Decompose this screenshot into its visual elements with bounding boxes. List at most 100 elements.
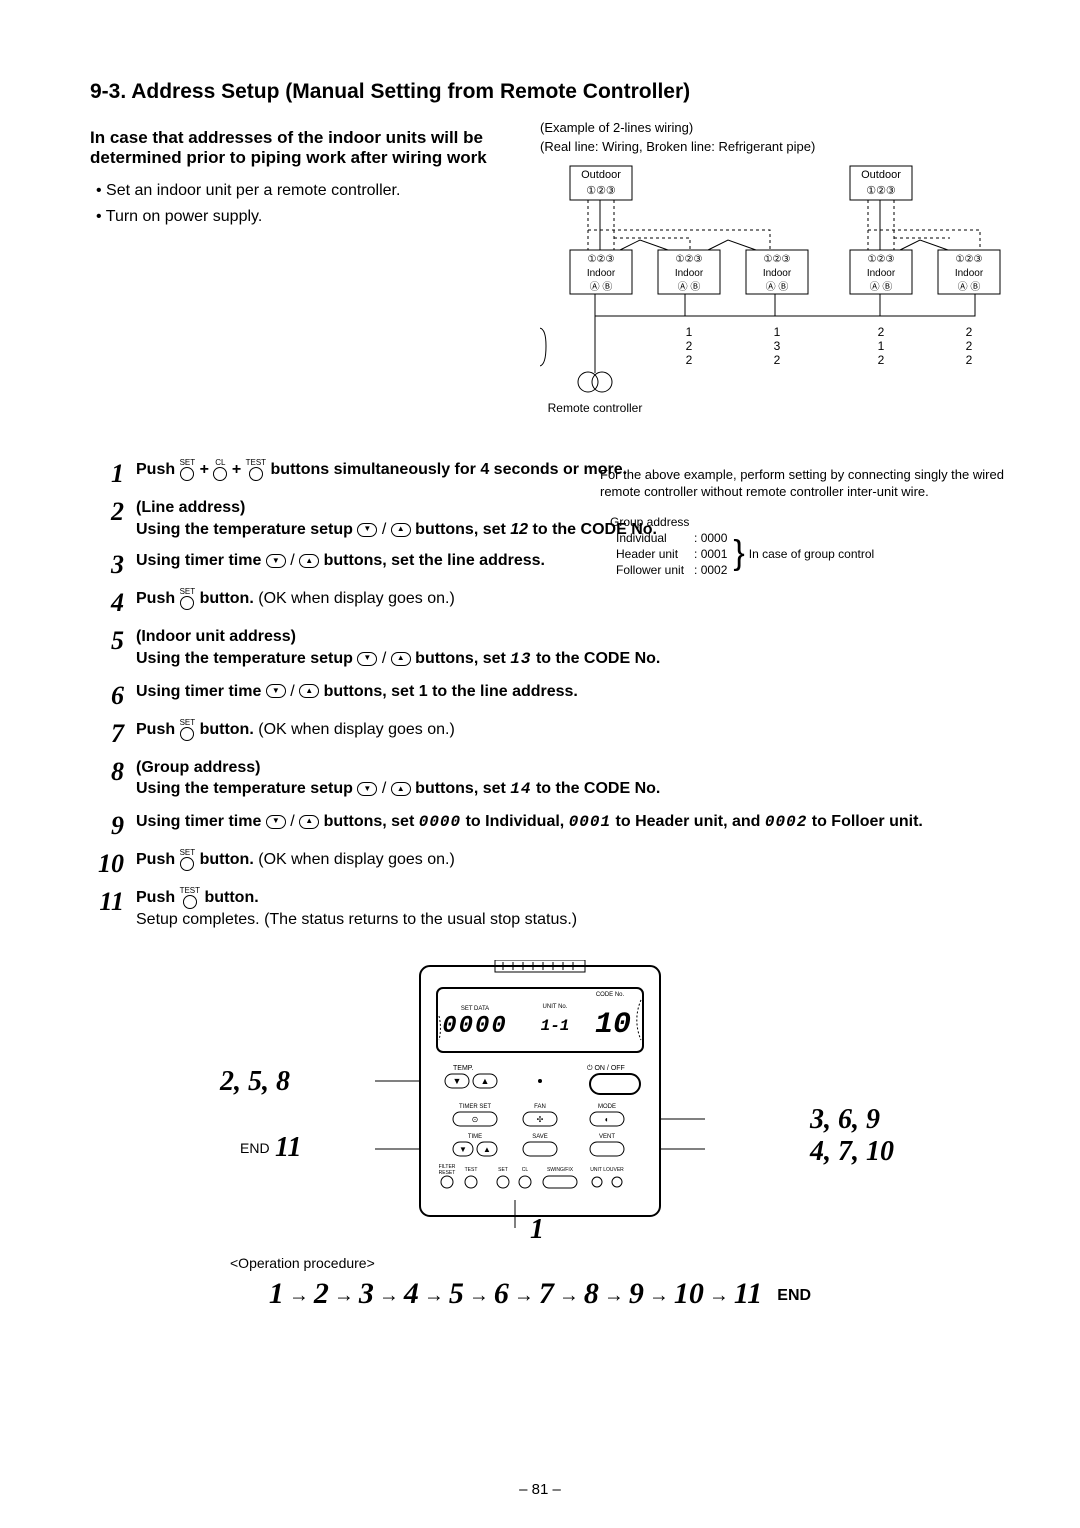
intro-column: In case that addresses of the indoor uni…	[90, 128, 560, 229]
group-address-table: Individual: 0000 Header unit: 0001 Follo…	[610, 529, 733, 579]
svg-text:A: A	[585, 378, 591, 388]
wiring-svg: Outdoor ①②③ Outdoor ①②③	[540, 158, 1040, 458]
step-number: 11	[90, 887, 136, 915]
temp-up-icon: ▲	[391, 782, 411, 796]
svg-text:3: 3	[774, 339, 781, 353]
step-10: 10 Push SET button. (OK when display goe…	[90, 849, 990, 877]
step-6: 6 Using timer time ▼ / ▲ buttons, set 1 …	[90, 681, 990, 709]
intro-bullet-1: • Set an indoor unit per a remote contro…	[96, 178, 560, 204]
temp-up-icon: ▲	[391, 652, 411, 666]
svg-text:⏻ ON / OFF: ⏻ ON / OFF	[587, 1064, 625, 1072]
svg-text:1: 1	[878, 339, 885, 353]
svg-text:TIME: TIME	[468, 1134, 482, 1140]
set-button-icon	[180, 727, 194, 741]
step-number: 7	[90, 719, 136, 747]
svg-text:▼: ▼	[459, 1145, 467, 1154]
svg-text:B: B	[599, 378, 605, 388]
lcd-unitno: 1-1	[541, 1017, 570, 1035]
svg-text:▲: ▲	[481, 1076, 490, 1086]
svg-text:2: 2	[966, 325, 973, 339]
section-title: 9-3. Address Setup (Manual Setting from …	[90, 80, 990, 104]
svg-text:TEST: TEST	[465, 1167, 478, 1173]
svg-text:Ⓐ Ⓑ: Ⓐ Ⓑ	[678, 281, 701, 293]
svg-text:CL: CL	[522, 1167, 529, 1173]
svg-text:①②③: ①②③	[588, 254, 615, 265]
step-number: 2	[90, 497, 136, 525]
svg-text:Ⓐ Ⓑ: Ⓐ Ⓑ	[870, 281, 893, 293]
group-address-title: Group address	[610, 515, 1040, 529]
svg-text:①②③: ①②③	[676, 254, 703, 265]
temp-down-icon: ▼	[357, 782, 377, 796]
step-number: 3	[90, 550, 136, 578]
remote-svg: CODE No. SET DATA UNIT No. 0000 1-1 10 T…	[375, 960, 705, 1230]
svg-text:Ⓐ Ⓑ: Ⓐ Ⓑ	[590, 281, 613, 293]
callout-left-2: 11	[275, 1132, 301, 1164]
svg-text:CODE No.: CODE No.	[596, 992, 625, 998]
svg-text:2: 2	[686, 339, 693, 353]
svg-text:Indoor: Indoor	[763, 268, 792, 279]
operation-sequence: 1 → 2 → 3 → 4 → 5 → 6 → 7 → 8 → 9 → 10 →…	[90, 1277, 990, 1311]
svg-text:2: 2	[774, 353, 781, 367]
svg-text:2: 2	[878, 325, 885, 339]
svg-text:⊙: ⊙	[472, 1115, 479, 1124]
svg-text:Indoor: Indoor	[955, 268, 984, 279]
svg-text:✣: ✣	[537, 1115, 544, 1124]
step-5: 5 (Indoor unit address) Using the temper…	[90, 626, 990, 670]
wiring-diagram: (Example of 2-lines wiring) (Real line: …	[540, 120, 1040, 579]
step-11: 11 Push TEST button. Setup completes. (T…	[90, 887, 990, 931]
callout-end-label: END	[240, 1140, 270, 1156]
svg-text:SET: SET	[498, 1167, 508, 1173]
time-up-icon: ▲	[299, 684, 319, 698]
callout-left-1: 2, 5, 8	[220, 1066, 290, 1098]
time-down-icon: ▼	[266, 554, 286, 568]
step-number: 9	[90, 811, 136, 839]
time-down-icon: ▼	[266, 815, 286, 829]
svg-text:Indoor: Indoor	[867, 268, 896, 279]
svg-text:SET DATA: SET DATA	[461, 1006, 489, 1012]
step-8: 8 (Group address) Using the temperature …	[90, 757, 990, 801]
diagram-side-note: For the above example, perform setting b…	[600, 467, 1040, 501]
svg-text:Remote controller: Remote controller	[548, 401, 643, 415]
svg-text:TEMP.: TEMP.	[453, 1065, 474, 1072]
svg-text:2: 2	[966, 339, 973, 353]
time-up-icon: ▲	[299, 554, 319, 568]
lcd-codeno: 10	[595, 1008, 631, 1042]
step-number: 8	[90, 757, 136, 785]
time-up-icon: ▲	[299, 815, 319, 829]
set-button-icon	[180, 857, 194, 871]
svg-text:①②③: ①②③	[586, 185, 616, 197]
temp-down-icon: ▼	[357, 652, 377, 666]
step-4: 4 Push SET button. (OK when display goes…	[90, 588, 990, 616]
step-7: 7 Push SET button. (OK when display goes…	[90, 719, 990, 747]
test-button-icon	[249, 467, 263, 481]
step-number: 10	[90, 849, 136, 877]
svg-text:①②③: ①②③	[764, 254, 791, 265]
set-button-icon	[180, 596, 194, 610]
svg-text:MODE: MODE	[598, 1104, 616, 1110]
svg-text:①②③: ①②③	[868, 254, 895, 265]
cl-button-icon	[213, 467, 227, 481]
svg-text:Indoor: Indoor	[675, 268, 704, 279]
step-number: 6	[90, 681, 136, 709]
svg-text:①②③: ①②③	[956, 254, 983, 265]
group-address-block: Group address Individual: 0000 Header un…	[610, 515, 1040, 579]
brace-icon: }	[733, 540, 744, 567]
step-number: 1	[90, 459, 136, 487]
svg-text:UNIT No.: UNIT No.	[543, 1004, 568, 1010]
callout-right-2: 4, 7, 10	[810, 1136, 894, 1168]
svg-text:Indoor: Indoor	[587, 268, 616, 279]
step-number: 5	[90, 626, 136, 654]
remote-controller-figure: CODE No. SET DATA UNIT No. 0000 1-1 10 T…	[90, 960, 990, 1235]
diagram-caption-1: (Example of 2-lines wiring)	[540, 120, 1040, 135]
set-button-icon	[180, 467, 194, 481]
svg-text:2: 2	[878, 353, 885, 367]
svg-text:Outdoor: Outdoor	[581, 169, 621, 181]
group-note: In case of group control	[749, 547, 874, 561]
svg-text:▲: ▲	[483, 1145, 491, 1154]
lcd-setdata: 0000	[442, 1013, 508, 1040]
svg-text:VENT: VENT	[599, 1134, 615, 1140]
svg-text:Outdoor: Outdoor	[861, 169, 901, 181]
svg-text:1: 1	[686, 325, 693, 339]
operation-procedure-label: <Operation procedure>	[230, 1255, 990, 1271]
svg-text:▼: ▼	[453, 1076, 462, 1086]
